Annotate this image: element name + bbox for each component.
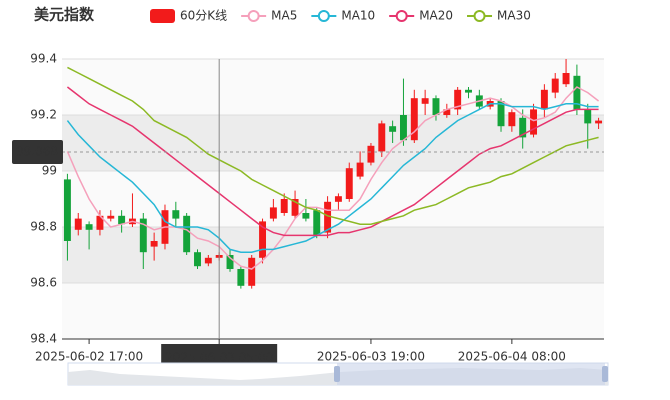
- y-tick-label: 98.6: [30, 276, 57, 290]
- candle-body: [519, 117, 527, 138]
- candle-body: [118, 215, 126, 225]
- zoom-handle[interactable]: [334, 366, 340, 382]
- ma-line: [66, 86, 599, 237]
- zoom-handle[interactable]: [602, 366, 608, 382]
- candle-body: [269, 207, 277, 219]
- candle-body: [324, 201, 332, 233]
- candle-body: [378, 123, 386, 152]
- candle-body: [204, 257, 212, 264]
- legend-icon: [247, 10, 260, 22]
- candle-body: [562, 73, 570, 85]
- candle-body: [389, 126, 397, 132]
- candle-body: [74, 218, 82, 230]
- candle-body: [63, 179, 71, 241]
- candle-body: [248, 257, 256, 286]
- data-zoom: [67, 362, 609, 386]
- legend-icon: [473, 10, 486, 22]
- candle-body: [334, 196, 342, 202]
- x-tick-label: 2025-06-03 19:00: [317, 350, 425, 364]
- candle-body: [150, 241, 158, 247]
- candle-body: [432, 98, 440, 115]
- y-tick-label: 99: [42, 164, 57, 178]
- split-area: [62, 59, 604, 115]
- ma-line: [67, 66, 599, 225]
- split-area: [62, 283, 604, 339]
- candle-body: [465, 89, 472, 93]
- candle-body: [313, 210, 321, 236]
- candle-body: [302, 213, 310, 219]
- candle-body: [85, 224, 93, 230]
- x-tick-label: 2025-06-02 17:00: [35, 350, 143, 364]
- y-tick-label: 99.2: [30, 108, 57, 122]
- y-tick-label: 98.4: [30, 332, 57, 346]
- candle-body: [584, 109, 592, 124]
- legend-label: MA20: [419, 9, 453, 23]
- candle-body: [573, 75, 581, 110]
- candle-body: [399, 115, 407, 141]
- candle-body: [443, 109, 451, 115]
- candle-body: [421, 98, 429, 104]
- legend-icon: [150, 9, 175, 23]
- candle-body: [280, 199, 288, 213]
- legend-icon: [317, 10, 330, 22]
- candle-body: [172, 210, 180, 219]
- candle-body: [356, 162, 364, 177]
- split-area: [62, 227, 604, 283]
- candle-body: [410, 98, 418, 141]
- x-tick-label: 2025-06-04 08:00: [458, 350, 566, 364]
- candle-body: [540, 89, 548, 110]
- zoom-window[interactable]: [337, 363, 605, 385]
- candle-body: [194, 252, 201, 267]
- legend-label: MA5: [271, 9, 297, 23]
- axis-pointer-label: 2025-06-03 05:00: [165, 351, 273, 365]
- legend-icon: [395, 10, 408, 22]
- candle-body: [497, 101, 505, 127]
- candle-body: [551, 78, 559, 93]
- candle-body: [291, 199, 299, 216]
- candle-body: [237, 269, 245, 286]
- candle-body: [595, 120, 603, 124]
- y-tick-label: 98.8: [30, 220, 57, 234]
- candle-body: [183, 215, 191, 253]
- last-price-label: 99.068: [16, 144, 58, 158]
- legend-label: 60分K线: [180, 9, 227, 23]
- candle-body: [139, 218, 147, 253]
- candle-body: [530, 109, 538, 135]
- last-price-box: [12, 139, 63, 164]
- candle-body: [96, 215, 104, 230]
- legend-label: MA10: [341, 9, 375, 23]
- candle-body: [508, 112, 516, 127]
- candle-body: [345, 168, 353, 199]
- candle-body: [454, 89, 462, 110]
- candle-body: [226, 255, 234, 269]
- candle-body: [367, 145, 375, 163]
- candle-body: [107, 215, 115, 219]
- ma-line: [66, 103, 599, 253]
- legend-label: MA30: [497, 9, 531, 23]
- candle-body: [259, 221, 267, 258]
- chart-title: 美元指数: [34, 6, 95, 24]
- y-tick-label: 99.4: [30, 52, 57, 66]
